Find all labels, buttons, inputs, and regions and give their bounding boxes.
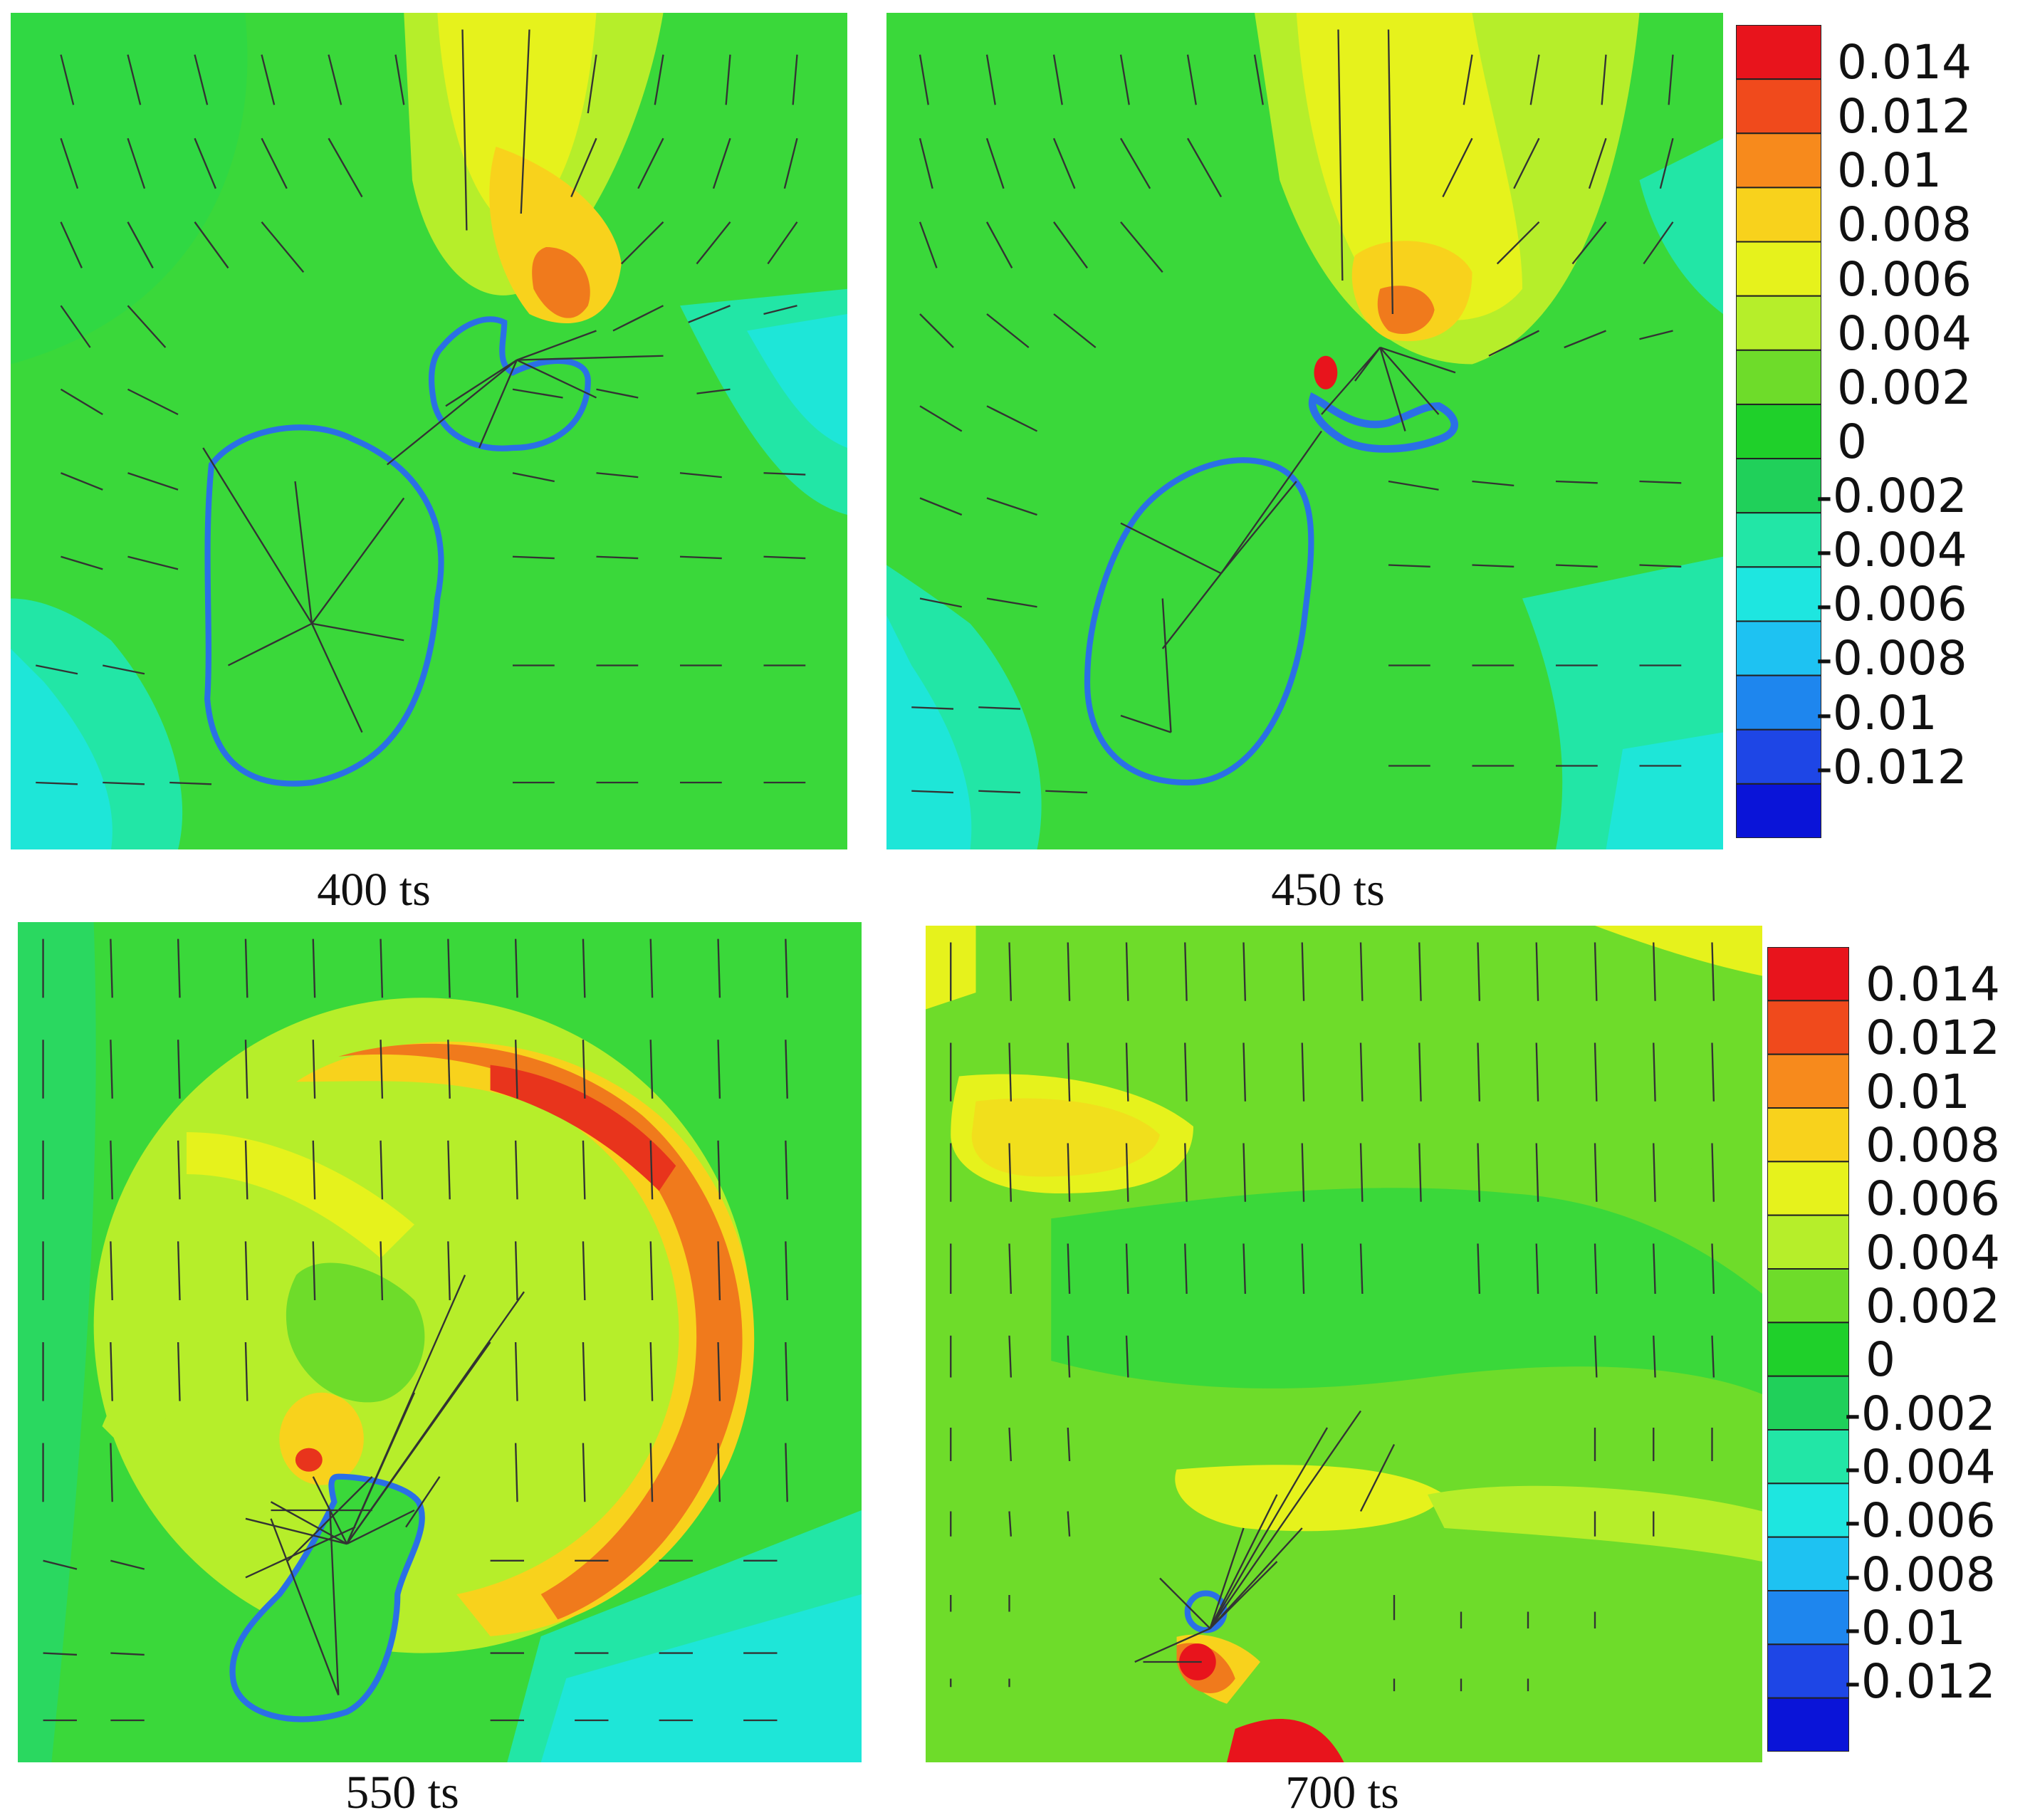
- colorbar-swatch: [1736, 403, 1821, 460]
- colorbar-swatch: [1736, 728, 1821, 785]
- colorbar-tick-label: 0.014: [1866, 957, 2000, 1012]
- colorbar-tick-label: 0: [1837, 414, 1867, 469]
- colorbar-tick-label: -0.008: [1816, 631, 1967, 686]
- colorbar-top-labels: 0.014 0.012 0.01 0.008 0.006 0.004 0.002 0 -0.00…: [1816, 35, 2022, 837]
- colorbar-tick-label: 0.004: [1866, 1225, 2000, 1280]
- colorbar-top: [1736, 25, 1821, 838]
- colorbar-swatch: [1736, 349, 1821, 405]
- colorbar-tick-label: 0.01: [1837, 143, 1942, 199]
- contour-panel-700: [926, 926, 1762, 1762]
- contour-panel-400: [11, 13, 847, 849]
- colorbar-swatch: [1767, 947, 1849, 1002]
- colorbar-tick-label: -0.008: [1844, 1547, 1996, 1602]
- colorbar-tick-label: 0.006: [1837, 251, 1972, 307]
- colorbar-swatch: [1736, 295, 1821, 351]
- colorbar-swatch: [1767, 1053, 1849, 1109]
- colorbar-swatch: [1736, 25, 1821, 80]
- colorbar-swatch: [1767, 1536, 1849, 1592]
- panel-caption-700: 700 ts: [1285, 1767, 1399, 1819]
- colorbar-tick-label: -0.004: [1844, 1440, 1996, 1495]
- panel-caption-400: 400 ts: [317, 864, 431, 916]
- colorbar-swatch: [1736, 241, 1821, 297]
- colorbar-tick-label: 0.008: [1866, 1118, 2000, 1173]
- colorbar-swatch: [1767, 1590, 1849, 1646]
- colorbar-swatch: [1767, 1429, 1849, 1485]
- colorbar-swatch: [1767, 1643, 1849, 1699]
- colorbar-tick-label: 0.014: [1837, 35, 1972, 90]
- colorbar-tick-label: -0.012: [1844, 1654, 1996, 1710]
- colorbar-tick-label: -0.012: [1816, 739, 1967, 795]
- colorbar-tick-label: 0.002: [1837, 360, 1972, 415]
- colorbar-swatch: [1767, 1107, 1849, 1163]
- colorbar-bottom: [1767, 947, 1849, 1752]
- colorbar-swatch: [1767, 1697, 1849, 1752]
- contour-panel-550: [18, 922, 862, 1762]
- colorbar-tick-label: -0.006: [1844, 1493, 1996, 1549]
- colorbar-tick-label: -0.002: [1844, 1386, 1996, 1441]
- colorbar-swatch: [1736, 187, 1821, 243]
- panel-caption-450: 450 ts: [1271, 864, 1385, 916]
- colorbar-swatch: [1767, 1268, 1849, 1324]
- colorbar-tick-label: 0.004: [1837, 305, 1972, 361]
- colorbar-swatch: [1767, 1161, 1849, 1216]
- colorbar-tick-label: -0.004: [1816, 523, 1967, 578]
- colorbar-tick-label: -0.01: [1816, 685, 1937, 741]
- colorbar-swatch: [1767, 1322, 1849, 1377]
- contour-panel-450: [886, 13, 1723, 849]
- colorbar-tick-label: 0.002: [1866, 1279, 2000, 1334]
- colorbar-swatch: [1767, 1000, 1849, 1055]
- colorbar-swatch: [1736, 674, 1821, 731]
- colorbar-swatch: [1736, 566, 1821, 622]
- colorbar-tick-label: 0: [1866, 1332, 1895, 1388]
- colorbar-swatch: [1736, 783, 1821, 838]
- colorbar-swatch: [1767, 1214, 1849, 1270]
- colorbar-swatch: [1767, 1482, 1849, 1538]
- colorbar-tick-label: 0.012: [1837, 89, 1972, 145]
- colorbar-tick-label: -0.01: [1844, 1601, 1966, 1656]
- colorbar-tick-label: -0.006: [1816, 577, 1967, 632]
- colorbar-swatch: [1736, 620, 1821, 676]
- colorbar-swatch: [1736, 132, 1821, 189]
- colorbar-tick-label: 0.006: [1866, 1171, 2000, 1227]
- colorbar-tick-label: 0.008: [1837, 197, 1972, 253]
- colorbar-swatch: [1736, 78, 1821, 135]
- colorbar-tick-label: -0.002: [1816, 469, 1967, 524]
- colorbar-tick-label: 0.012: [1866, 1010, 2000, 1066]
- colorbar-swatch: [1767, 1375, 1849, 1431]
- colorbar-tick-label: 0.01: [1866, 1064, 1970, 1119]
- panel-caption-550: 550 ts: [345, 1767, 459, 1819]
- colorbar-swatch: [1736, 458, 1821, 514]
- colorbar-bottom-labels: 0.014 0.012 0.01 0.008 0.006 0.004 0.002 0 -0.00…: [1844, 957, 2029, 1752]
- colorbar-swatch: [1736, 512, 1821, 568]
